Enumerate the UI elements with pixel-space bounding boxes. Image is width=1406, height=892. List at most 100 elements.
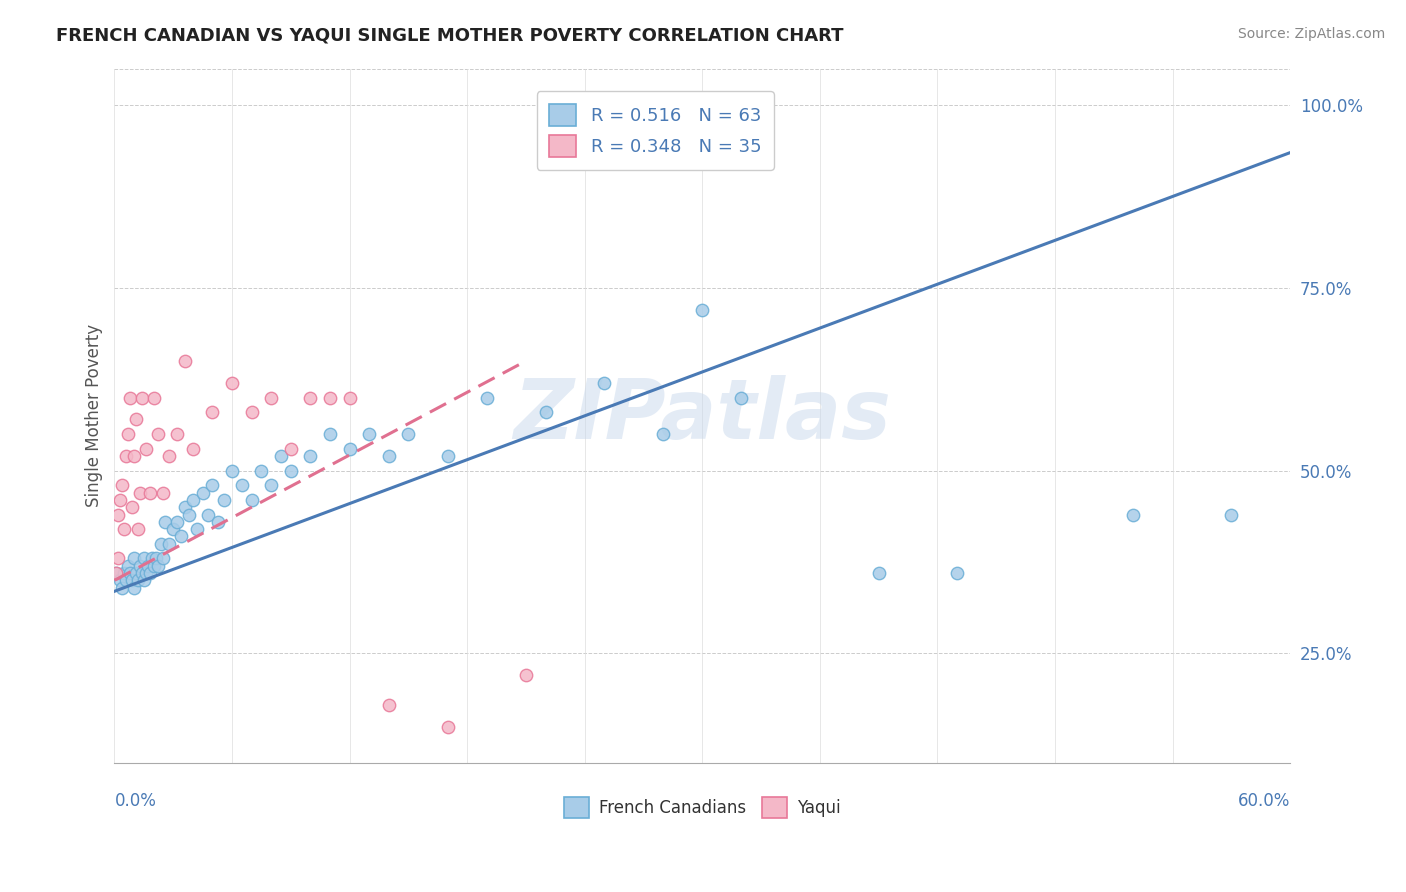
Point bbox=[157, 449, 180, 463]
Text: ZIPatlas: ZIPatlas bbox=[513, 376, 891, 457]
Point bbox=[280, 442, 302, 456]
Point bbox=[112, 566, 135, 580]
Point bbox=[250, 464, 273, 478]
Point bbox=[110, 574, 132, 588]
Point bbox=[146, 558, 169, 573]
Point bbox=[162, 522, 184, 536]
Point bbox=[299, 449, 322, 463]
Point bbox=[652, 427, 675, 442]
Point bbox=[155, 515, 177, 529]
Point bbox=[377, 449, 399, 463]
Point bbox=[111, 581, 134, 595]
Point bbox=[319, 427, 342, 442]
Point bbox=[436, 449, 458, 463]
Point bbox=[112, 522, 135, 536]
Point bbox=[396, 427, 419, 442]
Point bbox=[201, 405, 224, 419]
Point bbox=[125, 566, 148, 580]
Point bbox=[142, 558, 165, 573]
Point bbox=[145, 551, 167, 566]
Point bbox=[122, 551, 145, 566]
Point bbox=[132, 574, 155, 588]
Point bbox=[240, 405, 263, 419]
Point bbox=[177, 508, 200, 522]
Point bbox=[170, 529, 193, 543]
Point bbox=[128, 558, 150, 573]
Point bbox=[436, 720, 458, 734]
Point bbox=[166, 515, 188, 529]
Point bbox=[135, 442, 157, 456]
Point bbox=[191, 485, 214, 500]
Point bbox=[146, 427, 169, 442]
Point bbox=[730, 391, 752, 405]
Point bbox=[186, 522, 208, 536]
Point bbox=[120, 566, 142, 580]
Point bbox=[120, 391, 142, 405]
Point bbox=[132, 551, 155, 566]
Point bbox=[135, 566, 157, 580]
Point bbox=[201, 478, 224, 492]
Point bbox=[534, 405, 557, 419]
Point bbox=[515, 668, 537, 682]
Point bbox=[1122, 508, 1144, 522]
Point bbox=[339, 391, 361, 405]
Point bbox=[122, 449, 145, 463]
Point bbox=[107, 551, 129, 566]
Point bbox=[207, 515, 229, 529]
Point bbox=[260, 478, 283, 492]
Point bbox=[131, 391, 153, 405]
Point bbox=[319, 391, 342, 405]
Point bbox=[593, 376, 616, 390]
Text: Source: ZipAtlas.com: Source: ZipAtlas.com bbox=[1237, 27, 1385, 41]
Point bbox=[138, 485, 160, 500]
Point bbox=[127, 574, 149, 588]
Text: 0.0%: 0.0% bbox=[114, 792, 156, 810]
Point bbox=[115, 574, 138, 588]
Point bbox=[107, 508, 129, 522]
Point bbox=[946, 566, 969, 580]
Point bbox=[105, 566, 128, 580]
Point bbox=[1220, 508, 1243, 522]
Point bbox=[127, 522, 149, 536]
Point bbox=[152, 485, 174, 500]
Point bbox=[475, 391, 498, 405]
Point bbox=[166, 427, 188, 442]
Text: FRENCH CANADIAN VS YAQUI SINGLE MOTHER POVERTY CORRELATION CHART: FRENCH CANADIAN VS YAQUI SINGLE MOTHER P… bbox=[56, 27, 844, 45]
Point bbox=[121, 500, 143, 515]
Point bbox=[110, 492, 132, 507]
Point bbox=[128, 485, 150, 500]
Point bbox=[136, 558, 159, 573]
Point bbox=[174, 354, 197, 368]
Point bbox=[240, 492, 263, 507]
Point bbox=[117, 558, 139, 573]
Point bbox=[270, 449, 292, 463]
Point bbox=[141, 551, 163, 566]
Point bbox=[138, 566, 160, 580]
Point bbox=[142, 391, 165, 405]
Point bbox=[121, 574, 143, 588]
Point bbox=[117, 427, 139, 442]
Point bbox=[260, 391, 283, 405]
Point bbox=[181, 442, 204, 456]
Point bbox=[212, 492, 235, 507]
Point bbox=[299, 391, 322, 405]
Point bbox=[150, 537, 173, 551]
Point bbox=[152, 551, 174, 566]
Point bbox=[221, 464, 243, 478]
Point bbox=[157, 537, 180, 551]
Point bbox=[131, 566, 153, 580]
Point bbox=[197, 508, 219, 522]
Point bbox=[122, 581, 145, 595]
Point bbox=[359, 427, 381, 442]
Y-axis label: Single Mother Poverty: Single Mother Poverty bbox=[86, 325, 103, 508]
Text: 60.0%: 60.0% bbox=[1237, 792, 1291, 810]
Legend: French Canadians, Yaqui: French Canadians, Yaqui bbox=[557, 790, 848, 824]
Point bbox=[690, 302, 713, 317]
Point bbox=[377, 698, 399, 712]
Point bbox=[221, 376, 243, 390]
Point bbox=[115, 449, 138, 463]
Point bbox=[105, 566, 128, 580]
Point bbox=[174, 500, 197, 515]
Point bbox=[181, 492, 204, 507]
Point bbox=[339, 442, 361, 456]
